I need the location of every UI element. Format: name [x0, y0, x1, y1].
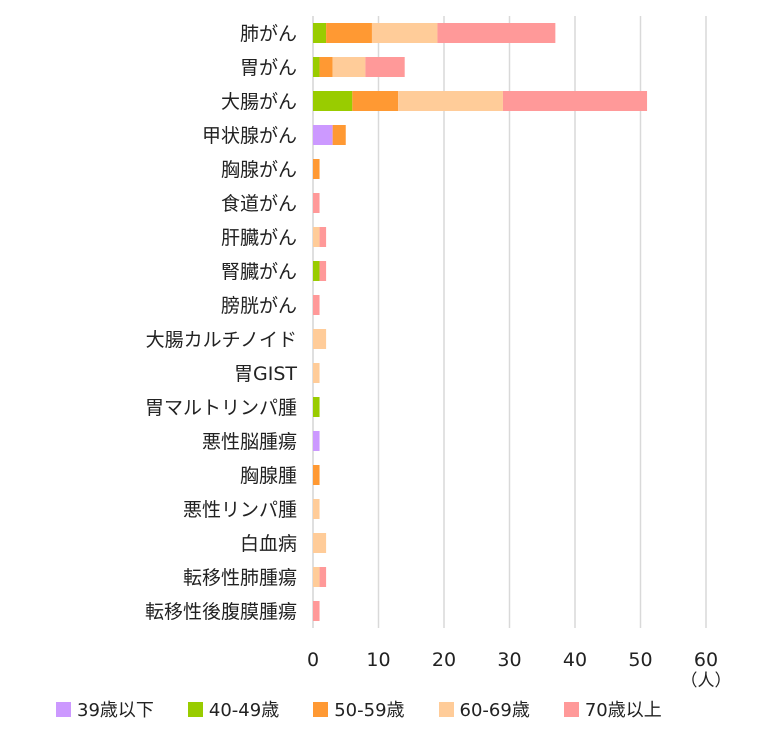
legend-item: 39歳以下 [56, 696, 154, 722]
legend-label: 70歳以上 [584, 700, 662, 721]
category-label: 胃がん [240, 57, 297, 79]
bar-segment [398, 91, 503, 111]
category-label: 胃GIST [234, 363, 297, 385]
bar-segment [313, 57, 320, 77]
legend-item: 70歳以上 [563, 696, 662, 722]
bar-segment [313, 91, 353, 111]
category-label: 転移性後腹膜腫瘍 [145, 601, 297, 623]
bar-segment [313, 567, 320, 587]
bar-segment [313, 125, 333, 145]
legend-swatch [187, 701, 203, 717]
bar-segment [313, 23, 327, 43]
bar-segment [371, 23, 438, 43]
bar-segment [319, 261, 327, 281]
bar-segment [313, 601, 320, 621]
x-axis-unit: （人） [681, 671, 732, 691]
category-label: 胃マルトリンパ腫 [145, 397, 297, 419]
legend-item: 60-69歳 [438, 696, 530, 722]
bar-segment [313, 499, 320, 519]
category-label: 悪性脳腫瘍 [202, 431, 297, 453]
x-tick-label: 40 [563, 649, 587, 671]
category-label: 肝臓がん [221, 227, 297, 249]
category-label: 肺がん [240, 23, 297, 45]
bar-segment [502, 91, 648, 111]
x-tick-label: 60 [694, 649, 718, 671]
category-label: 胸腺腫 [240, 465, 297, 487]
bar-segment [352, 91, 399, 111]
grid-lines [312, 16, 707, 628]
bar-segment [313, 431, 320, 451]
bars [313, 23, 648, 621]
x-tick-label: 10 [366, 649, 390, 671]
legend-label: 39歳以下 [77, 700, 154, 721]
bar-segment [313, 329, 327, 349]
legend-swatch [438, 701, 454, 717]
legend-item: 40-49歳 [187, 696, 280, 722]
category-label: 甲状腺がん [202, 125, 297, 147]
legend-label: 50-59歳 [334, 700, 405, 721]
stacked-bar-chart: 肺がん胃がん大腸がん甲状腺がん胸腺がん食道がん肝臓がん腎臓がん膀胱がん大腸カルチ… [145, 16, 732, 691]
category-labels: 肺がん胃がん大腸がん甲状腺がん胸腺がん食道がん肝臓がん腎臓がん膀胱がん大腸カルチ… [145, 23, 297, 623]
legend-swatch [313, 701, 329, 717]
bar-segment [319, 567, 327, 587]
bar-segment [313, 227, 320, 247]
legend-item: 50-59歳 [313, 696, 405, 722]
bar-segment [313, 193, 320, 213]
legend-swatch [563, 701, 579, 717]
legend: 39歳以下 40-49歳 50-59歳 60-69歳 70歳以上 [56, 694, 736, 724]
bar-segment [319, 227, 327, 247]
category-label: 転移性肺腫瘍 [183, 567, 297, 589]
bar-segment [313, 363, 320, 383]
bar-segment [332, 57, 366, 77]
x-tick-label: 0 [307, 649, 319, 671]
category-label: 白血病 [240, 533, 297, 555]
bar-segment [313, 465, 320, 485]
bar-segment [365, 57, 405, 77]
bar-segment [437, 23, 556, 43]
bar-segment [313, 397, 320, 417]
bar-segment [313, 261, 320, 281]
category-label: 悪性リンパ腫 [183, 499, 297, 521]
legend-label: 40-49歳 [208, 700, 280, 721]
category-label: 膀胱がん [221, 295, 297, 317]
x-axis-ticks: 0 10 20 30 40 50 60 [307, 649, 718, 671]
category-label: 食道がん [221, 193, 297, 215]
bar-segment [313, 159, 320, 179]
category-label: 胸腺がん [221, 159, 297, 181]
bar-segment [313, 533, 327, 553]
category-label: 大腸カルチノイド [146, 329, 297, 351]
x-tick-label: 30 [497, 649, 521, 671]
bar-segment [319, 57, 333, 77]
legend-label: 60-69歳 [459, 700, 530, 721]
bar-segment [326, 23, 372, 43]
bar-segment [313, 295, 320, 315]
category-label: 腎臓がん [221, 261, 297, 283]
legend-swatch [56, 701, 71, 717]
x-tick-label: 50 [628, 649, 652, 671]
category-label: 大腸がん [221, 91, 297, 113]
bar-segment [332, 125, 346, 145]
x-tick-label: 20 [432, 649, 456, 671]
